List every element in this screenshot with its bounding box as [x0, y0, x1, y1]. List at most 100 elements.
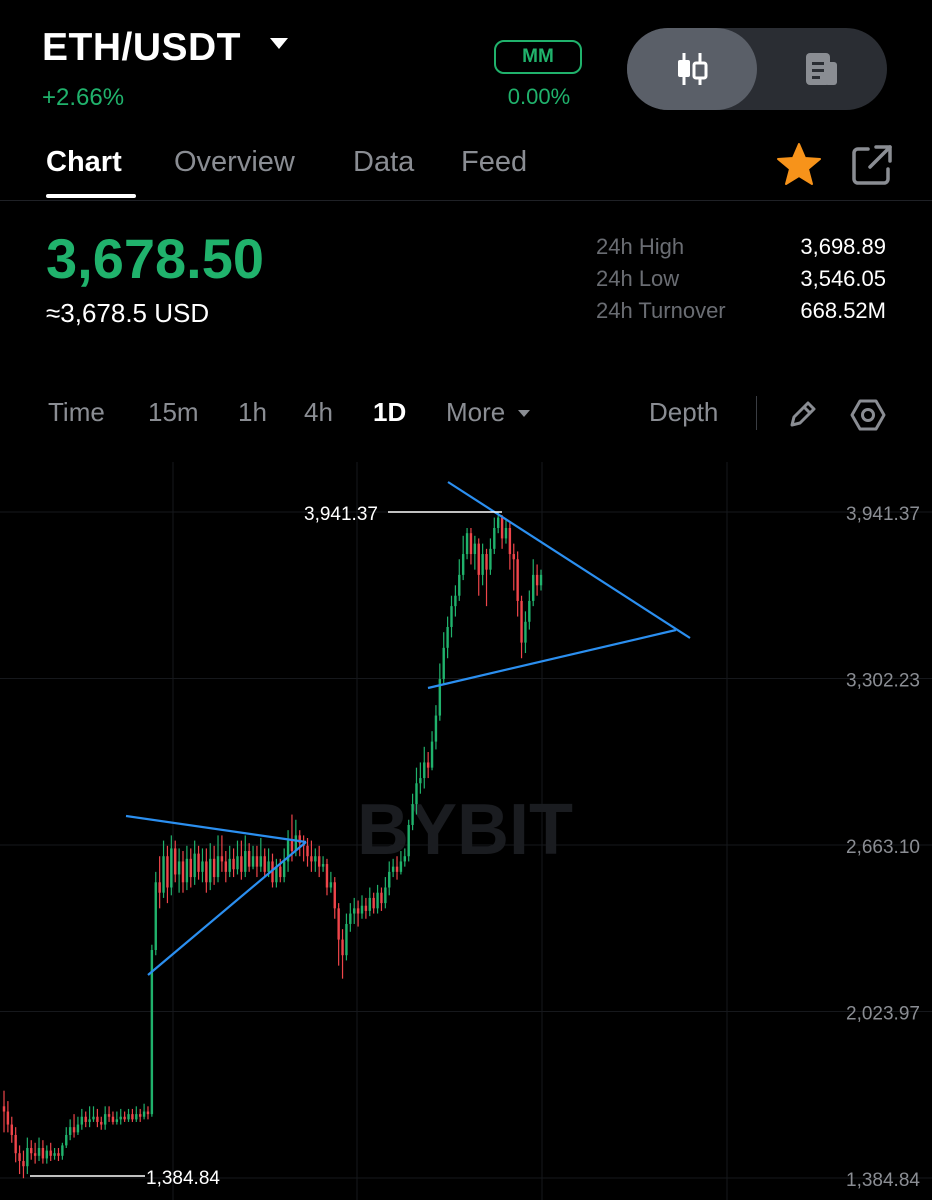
- candle-body: [485, 554, 488, 570]
- hexagon-settings-icon: [850, 399, 886, 431]
- y-tick-label: 2,663.10: [846, 837, 920, 858]
- candle-body: [220, 856, 224, 862]
- candle-body: [189, 858, 192, 878]
- more-caret-icon: [518, 410, 530, 417]
- candle-body: [255, 856, 259, 867]
- trendline: [147, 841, 307, 976]
- candle-body: [84, 1116, 87, 1122]
- candle-body: [10, 1124, 13, 1135]
- candle-body: [372, 897, 375, 909]
- candle-body: [481, 554, 484, 575]
- candle-body: [407, 824, 410, 857]
- view-mode-active-pill: [627, 28, 757, 110]
- candle-body: [532, 574, 535, 601]
- stat-value-24h-low: 3,546.05: [800, 266, 886, 291]
- candle-body: [111, 1116, 115, 1122]
- draw-tool-button[interactable]: [786, 397, 820, 436]
- trendline: [427, 628, 677, 690]
- candle-body: [123, 1116, 126, 1120]
- candle-body: [76, 1124, 80, 1133]
- candle-body: [26, 1147, 29, 1167]
- candle-body: [345, 923, 348, 956]
- candle-body: [115, 1119, 119, 1122]
- candle-body: [65, 1134, 68, 1146]
- candle-body: [282, 861, 286, 878]
- candle-body: [251, 856, 255, 867]
- candle-body: [535, 574, 539, 586]
- candle-body: [286, 840, 290, 862]
- candle-body: [473, 543, 477, 555]
- candle-body: [131, 1114, 134, 1120]
- price-change-percent: +2.66%: [42, 84, 125, 111]
- chart-settings-button[interactable]: [850, 397, 886, 438]
- candle-body: [80, 1116, 84, 1125]
- candle-body: [18, 1153, 21, 1162]
- mm-badge[interactable]: MM: [494, 40, 582, 74]
- candle-body: [423, 762, 426, 779]
- candle-body: [14, 1134, 17, 1154]
- candle-body: [166, 856, 169, 888]
- share-button[interactable]: [850, 143, 894, 192]
- candle-body: [205, 861, 208, 883]
- candle-body: [430, 741, 434, 768]
- candle-body: [395, 866, 399, 872]
- timeframe-more[interactable]: More: [446, 397, 506, 427]
- candle-body: [290, 840, 294, 852]
- candle-body: [240, 856, 243, 872]
- candle-body: [539, 574, 543, 586]
- stat-label-24h-turnover: 24h Turnover: [596, 298, 726, 323]
- candle-body: [209, 858, 212, 883]
- favorite-button[interactable]: [776, 142, 822, 191]
- stat-label-24h-low: 24h Low: [596, 266, 680, 291]
- candle-body: [212, 858, 216, 878]
- candle-body: [450, 606, 453, 627]
- candle-body: [228, 858, 231, 872]
- tab-overview[interactable]: Overview: [174, 146, 295, 178]
- active-tab-underline: [46, 194, 136, 198]
- candle-body: [127, 1114, 130, 1120]
- candle-body: [100, 1121, 103, 1125]
- y-tick-label: 2,023.97: [846, 1004, 920, 1025]
- candle-body: [353, 908, 356, 914]
- timeframe-time[interactable]: Time: [48, 397, 105, 427]
- document-view-button[interactable]: [757, 28, 887, 110]
- candle-body: [524, 621, 527, 643]
- candle-body: [294, 835, 298, 852]
- header-divider: [0, 200, 932, 201]
- candle-body: [216, 856, 220, 878]
- candle-body: [154, 882, 157, 951]
- candle-body: [263, 856, 266, 872]
- tab-chart[interactable]: Chart: [46, 146, 122, 178]
- candle-body: [391, 866, 395, 872]
- candlestick-view-button[interactable]: [627, 28, 757, 110]
- candlestick-chart[interactable]: BYBIT 3,941.37 3,302.23 2,663.10 2,023.97 1,…: [0, 462, 932, 1200]
- candle-body: [317, 856, 321, 867]
- candle-body: [72, 1127, 76, 1133]
- candlestick-icon: [678, 53, 708, 85]
- pair-dropdown-caret-icon[interactable]: [270, 38, 288, 49]
- candle-body: [57, 1153, 60, 1156]
- tab-data[interactable]: Data: [353, 146, 415, 178]
- stat-label-24h-high: 24h High: [596, 234, 685, 259]
- tab-feed[interactable]: Feed: [461, 146, 528, 178]
- trading-pair-title[interactable]: ETH/USDT: [42, 26, 241, 69]
- toolbar-separator: [756, 396, 757, 430]
- timeframe-1d[interactable]: 1D: [373, 397, 407, 427]
- candle-body: [247, 851, 251, 867]
- candle-body: [41, 1147, 45, 1159]
- candle-body: [2, 1106, 6, 1112]
- candle-body: [329, 882, 333, 888]
- candle-body: [68, 1127, 72, 1135]
- depth-button[interactable]: Depth: [649, 397, 719, 427]
- candle-body: [403, 856, 407, 862]
- candle-body: [92, 1116, 95, 1120]
- candle-body: [380, 892, 383, 904]
- candle-body: [146, 1111, 150, 1115]
- timeframe-15m[interactable]: 15m: [148, 397, 199, 427]
- timeframe-1h[interactable]: 1h: [238, 397, 267, 427]
- candle-body: [107, 1114, 111, 1117]
- timeframe-4h[interactable]: 4h: [304, 397, 333, 427]
- candle-body: [446, 626, 449, 648]
- candle-body: [520, 600, 523, 643]
- candle-body: [426, 762, 430, 768]
